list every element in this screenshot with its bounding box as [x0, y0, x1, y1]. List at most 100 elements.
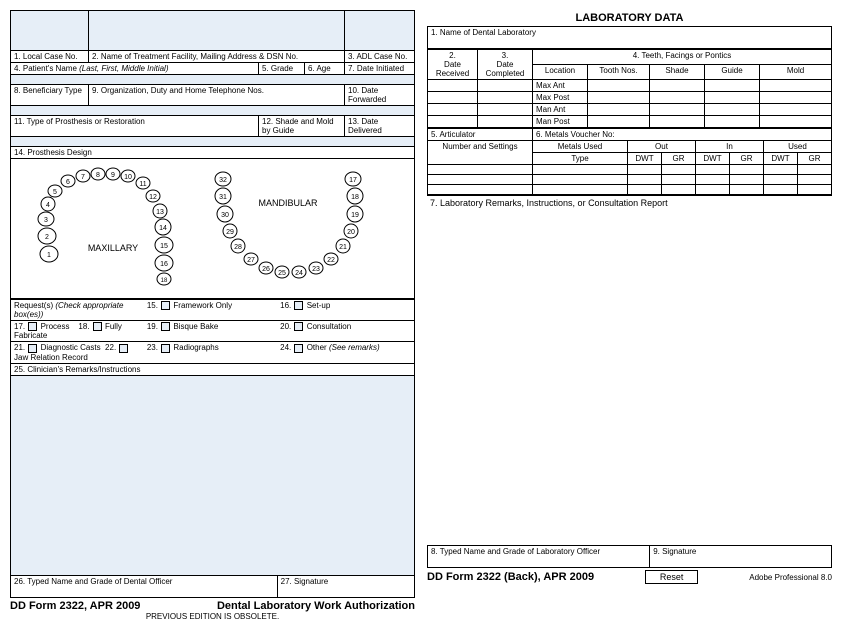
svg-text:13: 13 [156, 209, 164, 216]
col-used: Used [764, 141, 832, 153]
svg-text:28: 28 [234, 244, 242, 251]
svg-text:7: 7 [81, 174, 85, 181]
svg-text:1: 1 [47, 252, 51, 259]
form-number-back: DD Form 2322 (Back), APR 2009 [427, 571, 594, 583]
checkbox-bisque[interactable] [161, 322, 170, 331]
svg-text:16: 16 [160, 261, 168, 268]
label-prosthesis-design: 14. Prosthesis Design [11, 147, 415, 159]
header-table: 1. Local Case No. 2. Name of Treatment F… [10, 10, 415, 299]
row-manant: Man Ant [533, 104, 588, 116]
svg-text:2: 2 [45, 234, 49, 241]
label-date-initiated: 7. Date Initiated [345, 63, 415, 75]
checkbox-setup[interactable] [294, 301, 303, 310]
svg-text:18: 18 [161, 278, 168, 284]
col-dwt-3: DWT [764, 153, 798, 165]
lab-data-heading: LABORATORY DATA [427, 10, 832, 26]
label-date-delivered: 13. Date Delivered [345, 116, 415, 137]
svg-text:25: 25 [278, 270, 286, 277]
svg-text:18: 18 [351, 194, 359, 201]
label-lab-remarks: 7. Laboratory Remarks, Instructions, or … [430, 198, 668, 208]
col-dwt-1: DWT [628, 153, 662, 165]
check-20: 20. Consultation [277, 321, 414, 342]
svg-text:4: 4 [46, 202, 50, 209]
teeth-table: 2.Date Received 3.Date Completed 4. Teet… [427, 49, 832, 128]
checkbox-consultation[interactable] [294, 322, 303, 331]
obsolete-note: PREVIOUS EDITION IS OBSOLETE. [10, 612, 415, 621]
col-gr-3: GR [798, 153, 832, 165]
label-facility: 2. Name of Treatment Facility, Mailing A… [89, 51, 345, 63]
svg-text:24: 24 [295, 270, 303, 277]
label-beneficiary: 8. Beneficiary Type [11, 85, 89, 106]
row-input-3[interactable] [11, 137, 415, 147]
field-local-case-input[interactable] [11, 11, 89, 51]
field-adl-case-input[interactable] [345, 11, 415, 51]
col-out: Out [628, 141, 696, 153]
svg-text:6: 6 [66, 179, 70, 186]
maxillary-arch: 6 7 8 9 10 11 5 12 4 13 3 14 2 15 1 16 1 [38, 168, 173, 285]
mandibular-arch: 32 17 31 18 30 19 29 20 28 21 27 22 26 2… [215, 172, 363, 278]
svg-text:19: 19 [351, 212, 359, 219]
label-date-received: 2.Date Received [428, 50, 478, 80]
col-location: Location [533, 65, 588, 80]
col-in: In [696, 141, 764, 153]
label-date-completed: 3.Date Completed [478, 50, 533, 80]
row-manpost: Man Post [533, 116, 588, 128]
col-shade: Shade [650, 65, 705, 80]
check-17-18: 17. Process 18. Fully Fabricate [11, 321, 144, 342]
svg-text:30: 30 [221, 212, 229, 219]
col-type: Type [533, 153, 628, 165]
remarks-input[interactable] [11, 375, 415, 575]
col-gr-2: GR [730, 153, 764, 165]
row-maxpost: Max Post [533, 92, 588, 104]
svg-text:31: 31 [219, 194, 227, 201]
checkbox-process[interactable] [28, 322, 37, 331]
prosthesis-diagram: 6 7 8 9 10 11 5 12 4 13 3 14 2 15 1 16 1 [11, 159, 415, 299]
check-21-22: 21. Diagnostic Casts 22. Jaw Relation Re… [11, 342, 144, 363]
checkbox-fabricate[interactable] [93, 322, 102, 331]
lab-name-table: 1. Name of Dental Laboratory [427, 26, 832, 49]
checkbox-framework[interactable] [161, 301, 170, 310]
reset-button[interactable]: Reset [645, 570, 699, 584]
field-facility-input[interactable] [89, 11, 345, 51]
svg-text:8: 8 [96, 172, 100, 179]
label-typed-name: 26. Typed Name and Grade of Dental Offic… [11, 575, 278, 597]
svg-text:MAXILLARY: MAXILLARY [88, 243, 138, 253]
form-back: LABORATORY DATA 1. Name of Dental Labora… [427, 10, 832, 621]
footer-back: DD Form 2322 (Back), APR 2009 Reset Adob… [427, 570, 832, 584]
checkbox-jaw[interactable] [119, 344, 128, 353]
form-front: 1. Local Case No. 2. Name of Treatment F… [10, 10, 415, 621]
svg-text:20: 20 [347, 229, 355, 236]
svg-text:22: 22 [327, 257, 335, 264]
check-23: 23. Radiographs [144, 342, 277, 363]
row-maxant: Max Ant [533, 80, 588, 92]
label-teeth-facings: 4. Teeth, Facings or Pontics [533, 50, 832, 65]
svg-text:29: 29 [226, 229, 234, 236]
svg-text:26: 26 [262, 266, 270, 273]
row-input-2[interactable] [11, 106, 415, 116]
col-guide: Guide [705, 65, 760, 80]
label-remarks: 25. Clinician's Remarks/Instructions [11, 363, 415, 375]
checkbox-diagnostic[interactable] [28, 344, 37, 353]
svg-text:12: 12 [149, 194, 157, 201]
svg-text:14: 14 [159, 225, 167, 232]
form-title: Dental Laboratory Work Authorization [217, 600, 415, 612]
label-number-settings: Number and Settings [428, 141, 533, 165]
label-age: 6. Age [305, 63, 345, 75]
adobe-note: Adobe Professional 8.0 [749, 573, 832, 582]
check-24: 24. Other (See remarks) [277, 342, 414, 363]
row-input-1[interactable] [11, 75, 415, 85]
svg-text:9: 9 [111, 172, 115, 179]
label-lab-signature: 9. Signature [650, 546, 832, 568]
col-gr-1: GR [662, 153, 696, 165]
label-patient-name: 4. Patient's Name (Last, First, Middle I… [11, 63, 259, 75]
col-mold: Mold [760, 65, 832, 80]
col-tooth: Tooth Nos. [588, 65, 650, 80]
checkbox-other[interactable] [294, 344, 303, 353]
label-adl-case: 3. ADL Case No. [345, 51, 415, 63]
svg-text:MANDIBULAR: MANDIBULAR [258, 198, 318, 208]
label-signature: 27. Signature [277, 575, 414, 597]
lab-remarks-section: 7. Laboratory Remarks, Instructions, or … [427, 195, 832, 545]
form-number: DD Form 2322, APR 2009 [10, 600, 140, 612]
check-19: 19. Bisque Bake [144, 321, 277, 342]
checkbox-radiographs[interactable] [161, 344, 170, 353]
